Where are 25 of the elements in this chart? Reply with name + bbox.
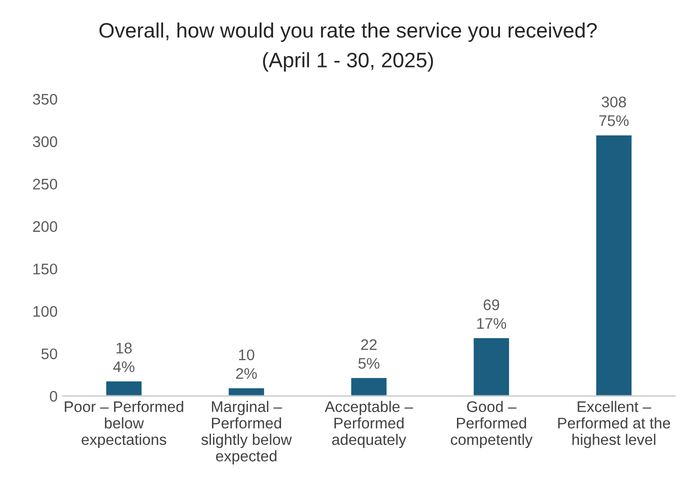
data-label: 10 2% (236, 349, 257, 379)
y-tick-label: 150 (33, 264, 58, 274)
y-tick-label: 300 (32, 136, 58, 148)
y-tick-label: 100 (33, 306, 58, 317)
data-label: 308 75% (599, 96, 629, 126)
y-tick-label: 250 (33, 178, 58, 190)
data-label: 22 5% (358, 339, 380, 369)
data-label: 18 4% (113, 342, 134, 372)
bar (594, 134, 633, 396)
x-tick-label: Poor – Performed below expectations (64, 400, 184, 448)
x-tick-label: Acceptable – Performed adequately (324, 400, 414, 448)
bar (350, 376, 388, 396)
y-tick-label: 350 (32, 94, 58, 105)
x-tick-label: Excellent – Performed at the highest level (558, 400, 670, 448)
x-tick-label: Marginal – Performed slightly below expected (201, 400, 292, 464)
y-tick-label: 50 (41, 348, 58, 360)
y-tick-label: 0 (50, 390, 58, 402)
bar (472, 336, 510, 396)
data-label: 69 17% (477, 299, 506, 329)
chart-subtitle: (April 1 - 30, 2025) (263, 52, 433, 72)
x-tick-label: Good – Performed competently (450, 400, 533, 448)
bar (104, 380, 143, 396)
y-tick-label: 200 (33, 221, 58, 232)
bar (227, 386, 266, 396)
chart-title: Overall, how would you rate the service you received? (99, 22, 597, 42)
